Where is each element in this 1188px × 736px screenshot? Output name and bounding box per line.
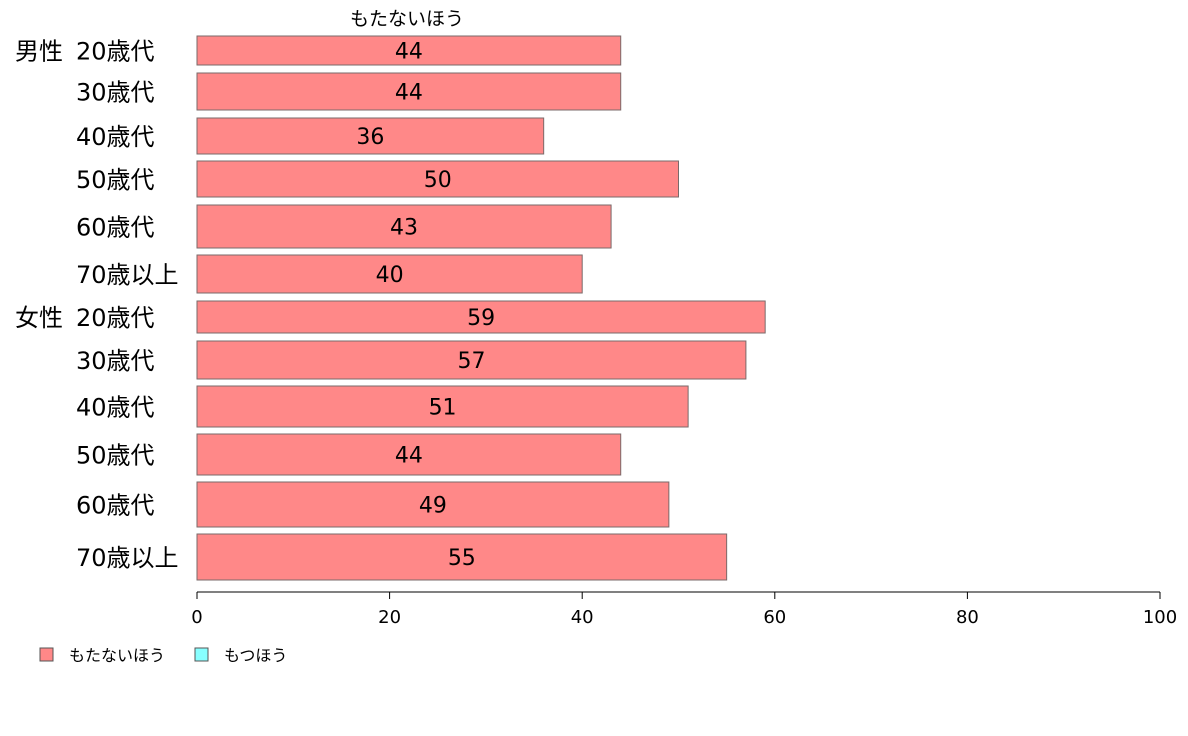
legend-label: もたないほう: [69, 646, 165, 665]
data-label: 55: [448, 546, 476, 571]
group-label: 女性: [15, 304, 63, 332]
category-label: 50歳代: [76, 442, 155, 470]
category-label: 30歳代: [76, 347, 155, 375]
x-tick-label: 0: [191, 607, 202, 628]
bar: [196, 533, 728, 581]
data-label: 40: [376, 263, 404, 288]
data-label: 44: [395, 40, 423, 65]
data-label: 51: [429, 396, 457, 421]
bar: [196, 160, 679, 198]
category-label: 20歳代: [76, 38, 155, 66]
category-label: 50歳代: [76, 166, 155, 194]
data-label: 49: [419, 494, 447, 519]
bars-group: 4420歳代男性4430歳代3640歳代5050歳代4360歳代4070歳以上5…: [15, 35, 766, 581]
category-label: 70歳以上: [76, 544, 179, 572]
x-tick-label: 60: [763, 607, 786, 628]
category-label: 60歳代: [76, 214, 155, 242]
category-label: 40歳代: [76, 394, 155, 422]
x-tick-label: 100: [1143, 607, 1177, 628]
series-title: もたないほう: [350, 8, 464, 30]
legend-swatch: [194, 647, 209, 662]
category-label: 20歳代: [76, 304, 155, 332]
bar: [196, 204, 612, 249]
bar: [196, 117, 545, 155]
bar: [196, 385, 689, 428]
data-label: 43: [390, 216, 418, 241]
data-label: 57: [457, 349, 485, 374]
bar: [196, 433, 622, 476]
legend-swatch: [39, 647, 54, 662]
x-axis: 0 20 40 60 80 100: [191, 591, 1177, 628]
data-label: 59: [467, 306, 495, 331]
category-label: 40歳代: [76, 123, 155, 151]
bar: [196, 340, 747, 380]
data-label: 44: [395, 81, 423, 106]
group-label: 男性: [15, 38, 63, 66]
bar: [196, 72, 622, 111]
category-label: 60歳代: [76, 492, 155, 520]
data-label: 36: [356, 125, 384, 150]
bar: [196, 254, 583, 294]
category-label: 70歳以上: [76, 261, 179, 289]
bar: [196, 300, 766, 334]
bar: [196, 35, 622, 66]
legend-label: もつほう: [224, 646, 287, 665]
x-tick-label: 80: [956, 607, 979, 628]
data-label: 50: [424, 168, 452, 193]
bar: [196, 481, 670, 528]
x-tick-label: 20: [378, 607, 401, 628]
category-label: 30歳代: [76, 79, 155, 107]
legend: もたないほう もつほう: [39, 646, 287, 665]
data-label: 44: [395, 444, 423, 469]
x-tick-label: 40: [571, 607, 594, 628]
